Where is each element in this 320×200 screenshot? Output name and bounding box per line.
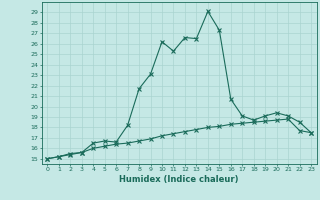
X-axis label: Humidex (Indice chaleur): Humidex (Indice chaleur): [119, 175, 239, 184]
